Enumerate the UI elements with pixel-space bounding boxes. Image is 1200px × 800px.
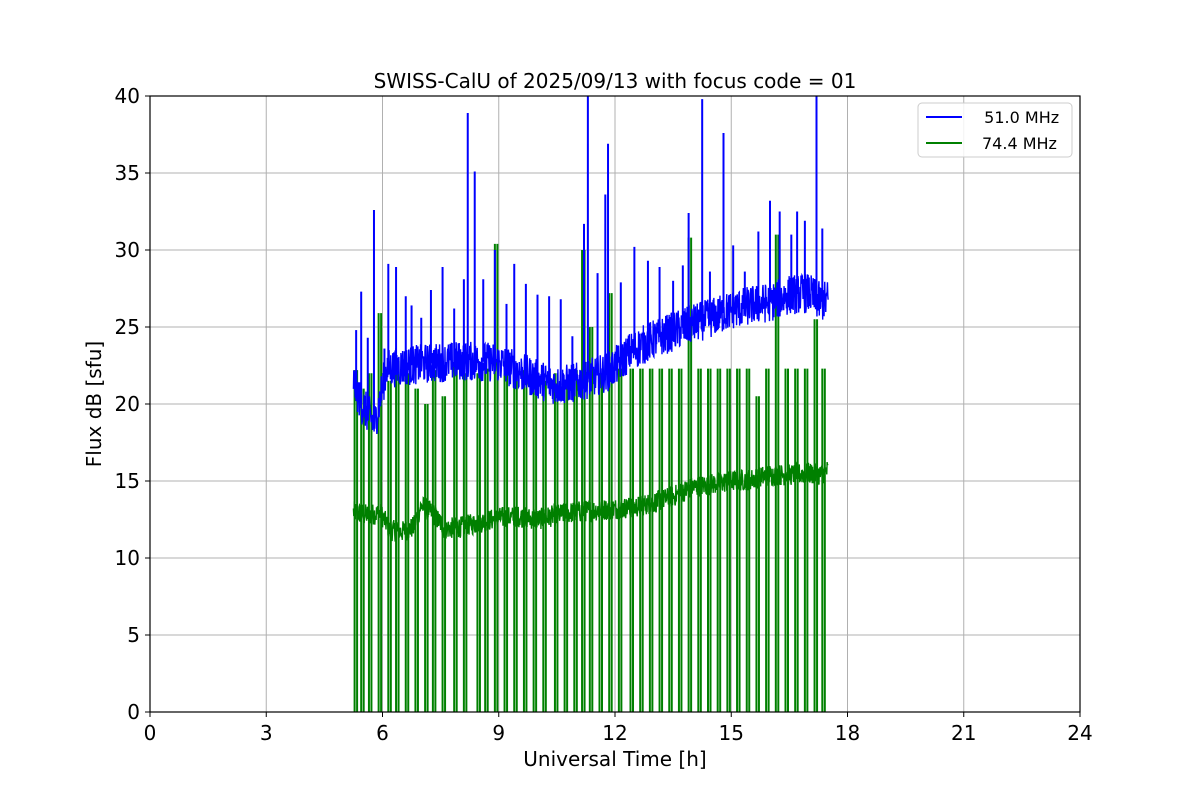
x-tick-label: 18 xyxy=(835,721,860,745)
x-tick-label: 12 xyxy=(602,721,627,745)
y-tick-label: 25 xyxy=(115,315,140,339)
x-tick-label: 0 xyxy=(144,721,157,745)
x-tick-label: 9 xyxy=(492,721,505,745)
y-tick-label: 5 xyxy=(127,623,140,647)
x-axis: 0 3 6 9 12 15 18 21 24 xyxy=(144,712,1093,745)
series-line xyxy=(352,272,829,435)
x-tick-label: 6 xyxy=(376,721,389,745)
legend: 51.0 MHz 74.4 MHz xyxy=(917,102,1073,158)
y-tick-label: 20 xyxy=(115,392,140,416)
chart-title: SWISS-CalU of 2025/09/13 with focus code… xyxy=(374,69,857,93)
grid-lines xyxy=(149,95,1081,713)
y-tick-label: 35 xyxy=(115,161,140,185)
plot-area xyxy=(352,96,829,712)
legend-label-51mhz: 51.0 MHz xyxy=(974,108,1059,127)
x-tick-label: 3 xyxy=(260,721,273,745)
y-tick-label: 10 xyxy=(115,546,140,570)
x-axis-label: Universal Time [h] xyxy=(523,747,706,771)
y-axis-label: Flux dB [sfu] xyxy=(82,341,106,467)
y-axis: 0 5 10 15 20 25 30 35 40 xyxy=(115,84,150,724)
y-tick-label: 15 xyxy=(115,469,140,493)
series-74mhz xyxy=(352,234,829,712)
x-tick-label: 15 xyxy=(719,721,744,745)
x-tick-label: 21 xyxy=(951,721,976,745)
legend-label-74mhz: 74.4 MHz xyxy=(982,134,1057,153)
y-tick-label: 30 xyxy=(115,238,140,262)
y-tick-label: 0 xyxy=(127,700,140,724)
x-tick-label: 24 xyxy=(1067,721,1092,745)
series-51mhz xyxy=(352,96,829,435)
y-tick-label: 40 xyxy=(115,84,140,108)
